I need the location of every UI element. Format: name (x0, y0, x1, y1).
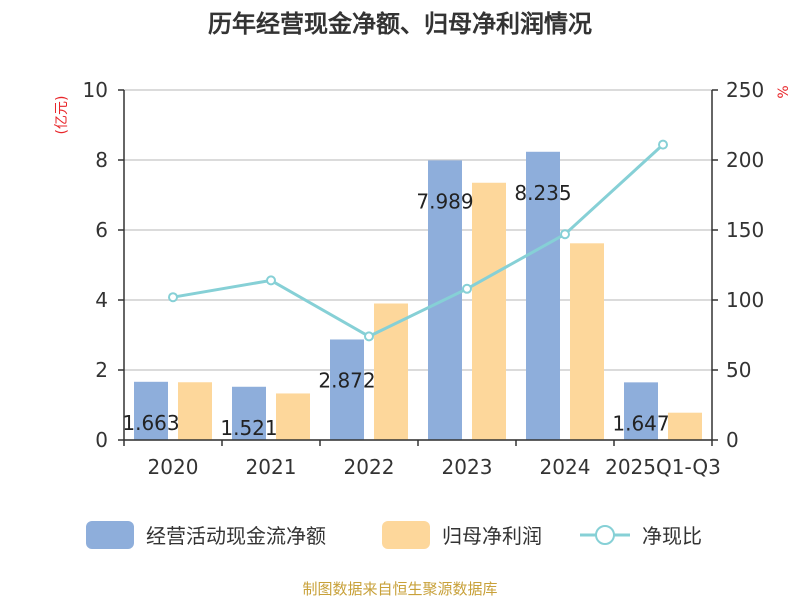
legend-swatch-ratio-marker (595, 525, 615, 545)
y-left-tick-label: 2 (95, 358, 108, 382)
data-labels: 1.663 1.521 2.872 7.989 8.235 1.647 (122, 181, 669, 440)
y-left-tick-label: 6 (95, 218, 108, 242)
ratio-point (364, 331, 374, 342)
bar-cashflow (526, 151, 560, 440)
y-right-tick-label: 100 (726, 288, 764, 312)
bar-data-label: 2.872 (318, 368, 375, 392)
bar-data-label: 1.663 (122, 411, 179, 435)
bar-cashflow (232, 386, 266, 440)
y-right-tick-label: 150 (726, 218, 764, 242)
bar-netprofit (472, 182, 506, 440)
x-tick-label: 2021 (246, 455, 297, 479)
bar-data-label: 8.235 (514, 181, 571, 205)
bars (134, 151, 702, 440)
y-left-unit: (亿元) (54, 96, 70, 135)
ratio-point (266, 275, 276, 286)
bar-data-label: 1.521 (220, 416, 277, 440)
ratio-point (560, 229, 570, 240)
y-right-unit: % (776, 85, 792, 98)
bar-netprofit (276, 393, 310, 440)
bar-netprofit (570, 243, 604, 440)
legend-label-cashflow: 经营活动现金流净额 (146, 524, 326, 548)
legend-label-ratio: 净现比 (642, 524, 702, 548)
y-left-tick-label: 8 (95, 148, 108, 172)
y-right-tick-label: 50 (726, 358, 751, 382)
ratio-point (168, 292, 178, 303)
bar-netprofit (668, 412, 702, 440)
bar-data-label: 1.647 (612, 411, 669, 435)
line-series (168, 139, 668, 342)
ratio-point (462, 283, 472, 294)
x-tick-label: 2024 (540, 455, 591, 479)
x-tick-label: 2020 (148, 455, 199, 479)
x-tick-label: 2025Q1-Q3 (605, 455, 721, 479)
legend-swatch-cashflow (86, 521, 134, 549)
ratio-line (172, 143, 665, 339)
source-note: 制图数据来自恒生聚源数据库 (302, 580, 497, 598)
y-right-tick-label: 200 (726, 148, 764, 172)
x-tick-label: 2023 (442, 455, 493, 479)
ratio-point (658, 139, 668, 150)
chart-title: 历年经营现金净额、归母净利润情况 (208, 10, 592, 38)
x-tick-label: 2022 (344, 455, 395, 479)
bar-cashflow (330, 339, 364, 440)
legend-label-netprofit: 归母净利润 (442, 524, 542, 548)
legend-swatch-netprofit (382, 521, 430, 549)
legend: 经营活动现金流净额 归母净利润 净现比 (86, 521, 702, 549)
y-left-tick-label: 4 (95, 288, 108, 312)
y-left-tick-label: 10 (83, 78, 108, 102)
bar-data-label: 7.989 (416, 189, 473, 213)
y-left-tick-label: 0 (95, 428, 108, 452)
bar-netprofit (374, 303, 408, 440)
bar-netprofit (178, 382, 212, 440)
y-right-tick-label: 0 (726, 428, 739, 452)
y-right-tick-label: 250 (726, 78, 764, 102)
bar-cashflow (134, 381, 168, 440)
gridlines (124, 89, 712, 441)
bar-cashflow (624, 382, 658, 440)
